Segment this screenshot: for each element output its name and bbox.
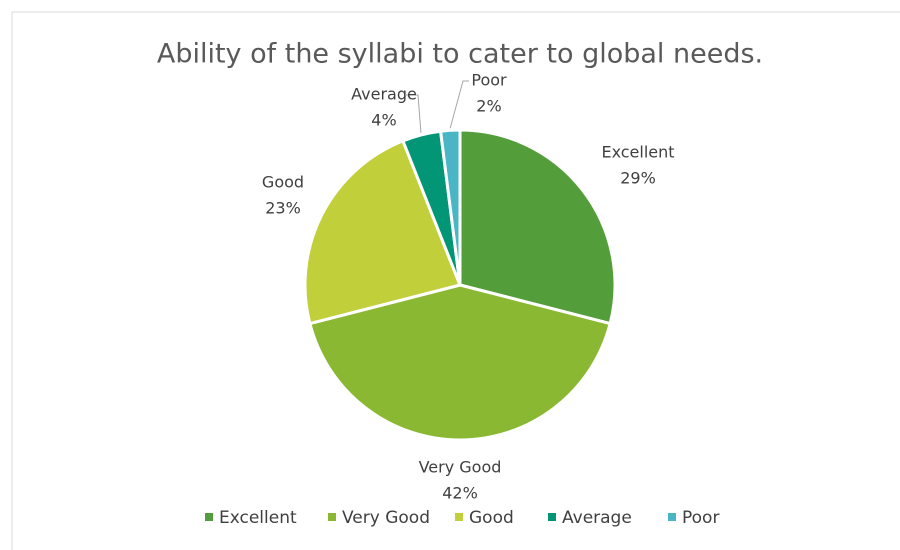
data-label-category: Average xyxy=(351,85,417,104)
data-label-value: 2% xyxy=(476,97,501,116)
data-label-category: Good xyxy=(262,173,304,192)
data-label-value: 23% xyxy=(265,199,301,218)
pie-slice xyxy=(308,283,612,442)
data-label-category: Very Good xyxy=(419,458,502,477)
legend-label: Excellent xyxy=(219,508,297,528)
legend-swatch xyxy=(328,513,336,521)
data-label-value: 4% xyxy=(371,111,396,130)
chart-border xyxy=(11,11,900,550)
legend-swatch xyxy=(548,513,556,521)
legend-label: Average xyxy=(562,508,632,528)
legend-swatch xyxy=(205,513,213,521)
legend-swatch xyxy=(455,513,463,521)
data-label-category: Excellent xyxy=(601,143,674,162)
legend-label: Very Good xyxy=(342,508,430,528)
leader-line xyxy=(406,94,422,133)
data-label-value: 42% xyxy=(442,484,478,503)
pie-slice xyxy=(303,138,463,326)
data-label-category: Poor xyxy=(471,71,507,90)
legend-label: Good xyxy=(469,508,514,528)
pie-slice xyxy=(438,128,462,286)
leader-line xyxy=(449,80,469,129)
chart-title: Ability of the syllabi to cater to globa… xyxy=(157,39,763,70)
legend-label: Poor xyxy=(682,508,719,528)
legend-swatch xyxy=(668,513,676,521)
data-label-value: 29% xyxy=(620,169,656,188)
pie-slice xyxy=(458,128,617,326)
